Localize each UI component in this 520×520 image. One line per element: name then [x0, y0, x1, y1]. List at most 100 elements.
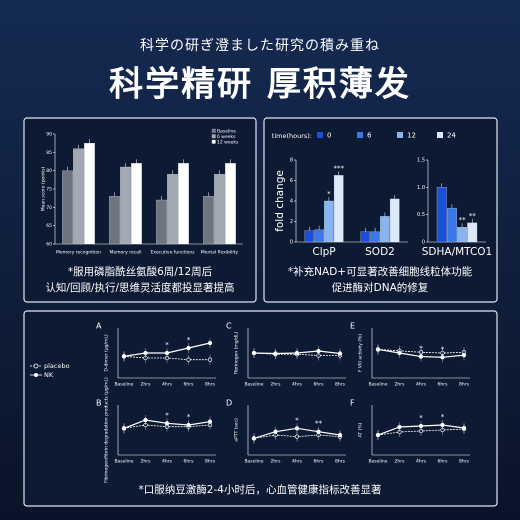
- x-tick-label: 4hrs: [292, 382, 303, 388]
- point: [461, 352, 467, 358]
- bar: [436, 187, 447, 243]
- x-tick-label: Baseline: [368, 382, 387, 388]
- y-tick-label: 0: [290, 240, 293, 246]
- x-tick-label: 2hrs: [271, 382, 282, 388]
- point: [375, 432, 381, 438]
- bar: [156, 199, 167, 245]
- x-tick-label: 8hrs: [459, 459, 470, 465]
- bar: [304, 230, 315, 243]
- y-axis-label: Fibrinogen (mg/dL): [234, 331, 240, 374]
- significance: *: [165, 341, 169, 349]
- y-axis-label: Mean score (points): [41, 166, 47, 211]
- y-tick-label: 65: [46, 223, 52, 229]
- x-tick-label: 2hrs: [141, 459, 152, 465]
- bar: [446, 207, 457, 243]
- x-tick-label: 8hrs: [335, 459, 346, 465]
- point: [143, 417, 148, 423]
- y-tick-label: 8: [290, 158, 293, 164]
- x-tick-label: 4hrs: [292, 459, 303, 465]
- caption: *补充NAD+可显著改善细胞线粒体功能: [288, 265, 473, 278]
- bar: [84, 143, 95, 245]
- point: [337, 351, 343, 356]
- panel-letter: B: [96, 399, 102, 408]
- point: [418, 354, 424, 359]
- legend-label: 0: [327, 132, 331, 140]
- point: [251, 436, 257, 441]
- legend-swatch: [397, 132, 403, 138]
- legend-title: time(hours):: [272, 132, 312, 140]
- x-tick-label: SOD2: [365, 246, 395, 258]
- legend-swatch: [211, 134, 216, 139]
- bar: [214, 174, 225, 245]
- panel-frame: [23, 310, 498, 507]
- point: [186, 422, 191, 428]
- panel-letter: D: [226, 399, 232, 408]
- y-tick-label: 85: [46, 150, 52, 156]
- bar: [380, 216, 390, 243]
- x-tick-label: SDHA/MTCO1: [422, 246, 493, 258]
- significance: ***: [333, 164, 344, 172]
- y-tick-label: 75: [46, 187, 52, 193]
- x-tick-label: Baseline: [368, 459, 387, 465]
- bar: [370, 231, 380, 243]
- bar: [62, 170, 73, 245]
- significance: *: [441, 413, 445, 421]
- x-tick-label: 6hrs: [314, 382, 325, 388]
- significance: *: [187, 413, 191, 421]
- x-tick-label: 8hrs: [335, 382, 346, 388]
- panel-letter: A: [96, 322, 102, 331]
- x-tick-label: Baseline: [114, 382, 133, 388]
- bar: [360, 231, 371, 243]
- significance: **: [469, 212, 477, 220]
- legend-label: 12 weeks: [217, 140, 239, 146]
- x-tick-label: Memory recall: [110, 250, 142, 256]
- x-tick-label: Memory recognition: [56, 250, 101, 256]
- x-tick-label: Baseline: [244, 382, 263, 388]
- y-tick-label: 90: [46, 132, 52, 138]
- legend-swatch: [317, 132, 323, 138]
- x-tick-label: 6hrs: [184, 382, 195, 388]
- point: [186, 345, 191, 351]
- bar: [120, 166, 131, 245]
- legend-marker: [33, 363, 39, 369]
- subtitle: 科学の研ぎ澄ました研究の積み重ね: [140, 38, 380, 54]
- y-axis-label: Fibrinogen/fibrin degradation products (…: [104, 377, 110, 483]
- x-tick-label: ClpP: [312, 246, 335, 258]
- point: [316, 429, 321, 434]
- significance: *: [295, 416, 299, 424]
- point: [316, 348, 321, 354]
- panel-frame: [263, 117, 498, 303]
- x-tick-label: 2hrs: [395, 459, 406, 465]
- legend-label: 12: [407, 132, 416, 140]
- y-tick-label: 70: [46, 205, 52, 211]
- significance: *: [419, 414, 423, 422]
- point: [418, 423, 424, 429]
- point: [375, 347, 381, 352]
- bar: [131, 163, 142, 245]
- x-tick-label: 2hrs: [141, 382, 152, 388]
- legend-label: Baseline: [217, 129, 236, 135]
- y-tick-label: 80: [46, 168, 52, 174]
- bar: [178, 163, 189, 245]
- point: [273, 351, 278, 356]
- x-tick-label: Mental flexibility: [201, 250, 239, 256]
- caption: *服用磷脂酰丝氨酸6周/12周后: [68, 265, 212, 278]
- legend-label: 24: [447, 132, 456, 140]
- x-tick-label: Baseline: [114, 459, 133, 465]
- significance: *: [187, 336, 191, 344]
- legend-label: 6 weeks: [217, 134, 236, 140]
- x-tick-label: 8hrs: [459, 382, 470, 388]
- bar: [225, 163, 236, 245]
- panel-letter: C: [226, 322, 232, 331]
- legend-label: 6: [367, 132, 372, 140]
- bar: [324, 200, 334, 243]
- significance: *: [441, 345, 445, 353]
- x-tick-label: Executive functions: [150, 250, 195, 256]
- bar: [457, 227, 467, 243]
- bar: [203, 196, 214, 245]
- x-tick-label: 8hrs: [205, 459, 216, 465]
- bar: [333, 175, 344, 243]
- legend-swatch: [211, 128, 216, 133]
